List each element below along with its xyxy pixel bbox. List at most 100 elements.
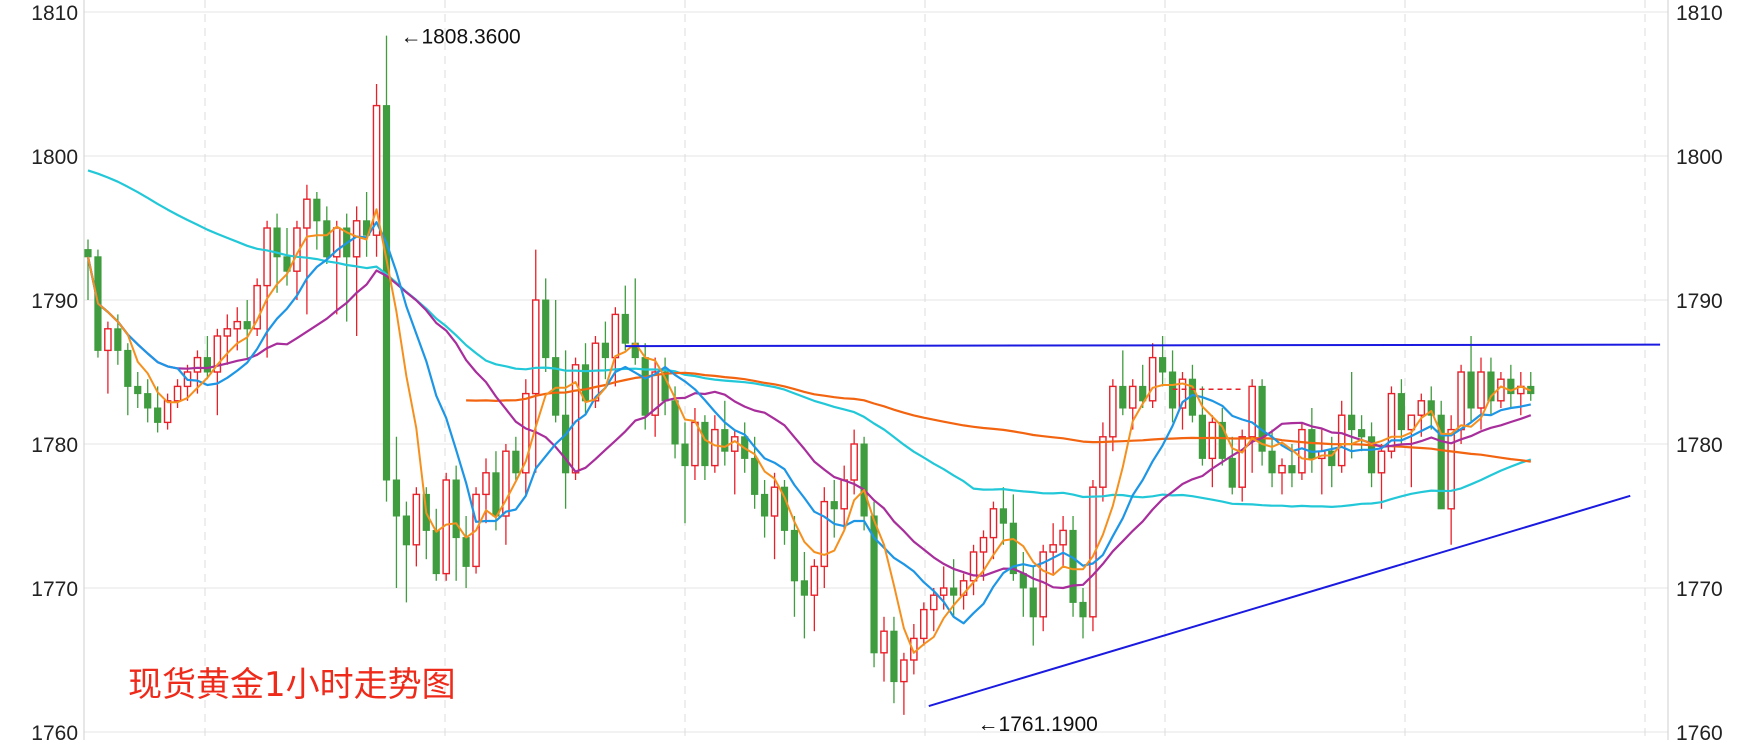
candle-body [890,630,898,683]
candle-body [1258,385,1266,452]
candle [730,429,739,495]
candle [363,192,371,257]
candle [1099,422,1107,502]
candle-body [691,421,699,467]
candle-body [1447,428,1455,510]
candle-body [193,356,202,373]
candle-body [820,500,829,568]
candle [223,314,232,365]
candle [134,372,142,408]
candle-body [382,105,391,481]
candle [681,422,689,524]
candle [522,379,530,495]
candle [372,84,381,257]
candle-body [810,565,819,596]
candle [1258,379,1266,466]
candle-body [711,428,719,467]
candle-body [313,198,321,222]
candle-body [730,436,739,452]
candle [1507,364,1515,408]
candle-body [253,284,261,330]
candle [1397,379,1406,444]
candle [552,300,560,423]
price-annotation: ←1761.1900 [978,713,1098,736]
y-tick-label: 1770 [31,578,78,601]
candle [1457,364,1465,444]
candle [1069,516,1077,617]
candle-body [1288,465,1296,474]
candle [830,480,838,538]
candle-body [482,472,490,496]
candle [1188,364,1197,423]
candle-body [512,450,520,474]
candle-body [452,479,460,539]
candle [1447,415,1455,545]
candle [542,278,550,372]
candle-body [332,227,341,258]
candle-body [880,630,888,654]
candle-body [850,443,858,481]
candle-body [939,587,948,596]
candles [84,35,1535,715]
candle [1298,422,1306,480]
candle-body [104,328,112,352]
candle-body [900,659,908,683]
candle-body [621,313,629,344]
candle-body [1367,436,1376,474]
candle [989,501,998,560]
candle [880,616,888,682]
candle-body [233,320,242,330]
candle [1208,415,1217,488]
candle-body [502,450,510,517]
candle-body [790,529,799,582]
candle [104,321,112,394]
candle [920,602,928,646]
candle [283,228,291,286]
candle-body [979,536,988,553]
candle-body [542,299,550,359]
candle [800,552,808,639]
candle-body [1009,522,1017,575]
candle [502,444,510,545]
candle-body [1387,392,1396,452]
candle [1308,408,1316,473]
candle [770,472,779,560]
candle-body [1457,371,1465,431]
candle [402,501,410,603]
candle [790,516,799,617]
candle [1079,588,1087,639]
candle [243,300,251,358]
candle-body [1487,371,1495,402]
candle-body [203,357,212,373]
candle [701,415,709,480]
candle-body [770,486,779,517]
candle [1387,386,1396,459]
candle-body [1407,414,1416,431]
candle [721,400,729,466]
candle-body [651,371,659,416]
candle [1328,436,1336,488]
candle [1139,364,1147,408]
price-annotation: ←1808.3600 [400,26,520,49]
candle [711,415,719,473]
candle [1178,372,1187,430]
candle [820,487,829,588]
candle-body [1427,400,1435,416]
candle [1049,523,1057,574]
candle [313,192,321,250]
candle [1148,343,1157,408]
candle [144,379,152,423]
candle [1059,516,1067,567]
candle-body [1128,385,1137,409]
y-tick-label: 1790 [31,290,78,313]
candle-body [721,429,729,452]
candle [870,501,878,668]
candle [929,588,938,632]
candle-body [323,220,331,258]
candle-body [432,529,440,575]
candle-body [950,587,958,596]
y-tick-label: 1760 [31,722,78,745]
candle-body [1159,357,1167,373]
candle-body [1228,457,1236,488]
y-tick-label: 1780 [1676,434,1723,457]
